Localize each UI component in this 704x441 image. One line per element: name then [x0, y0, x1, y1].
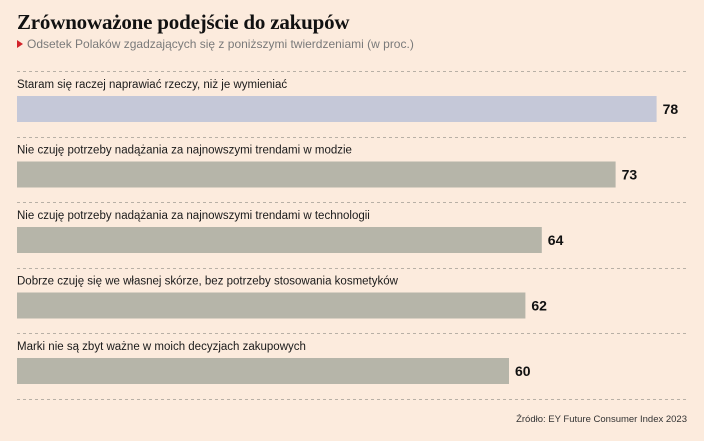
chart-subtitle: Odsetek Polaków zgadzających się z poniż… [17, 37, 414, 51]
bar [17, 96, 657, 122]
bar [17, 161, 616, 188]
source-note: Źródło: EY Future Consumer Index 2023 [516, 414, 687, 425]
category-label: Marki nie są zbyt ważne w moich decyzjac… [17, 341, 306, 353]
category-label: Dobrze czuję się we własnej skórze, bez … [17, 276, 399, 288]
category-label: Staram się raczej naprawiać rzeczy, niż … [17, 79, 287, 91]
bar [17, 292, 526, 319]
chart-title: Zrównoważone podejście do zakupów [17, 10, 350, 34]
category-label: Nie czuję potrzeby nadążania za najnowsz… [17, 210, 370, 222]
bar [17, 358, 509, 384]
red-triangle-icon [17, 40, 23, 48]
value-label: 73 [622, 167, 638, 183]
value-label: 60 [515, 363, 531, 379]
category-label: Nie czuję potrzeby nadążania za najnowsz… [17, 145, 352, 157]
bar [17, 227, 542, 253]
value-label: 62 [531, 298, 547, 314]
value-label: 78 [663, 101, 679, 117]
value-label: 64 [548, 232, 564, 248]
subtitle-text: Odsetek Polaków zgadzających się z poniż… [27, 37, 414, 51]
